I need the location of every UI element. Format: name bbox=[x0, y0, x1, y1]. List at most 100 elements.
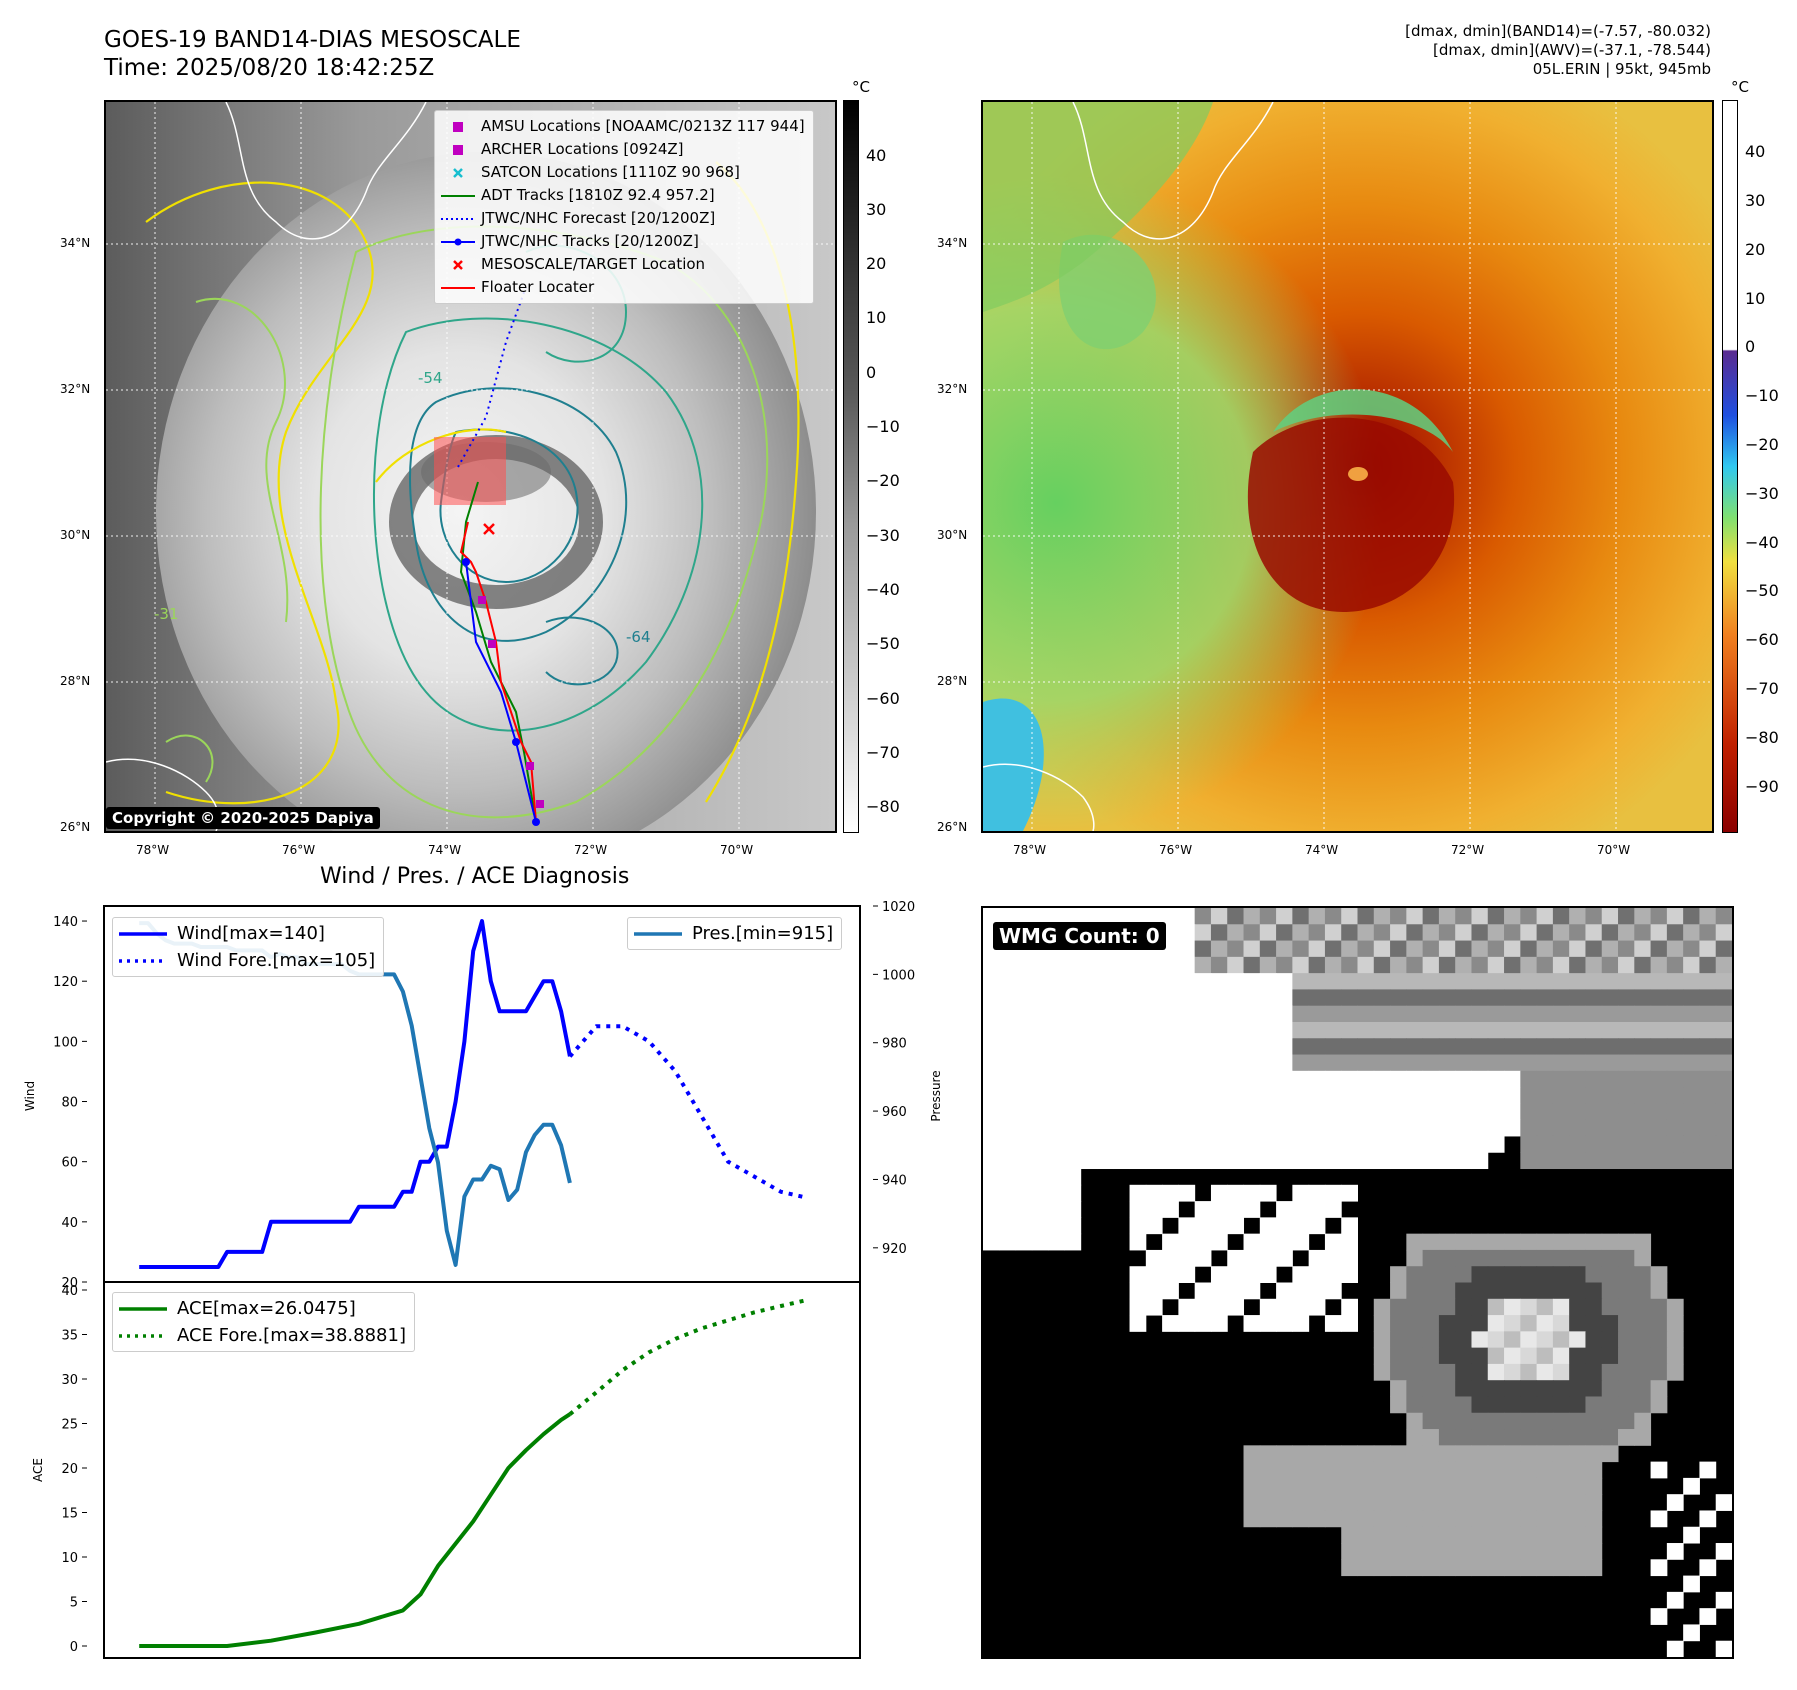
wind-tick-label: 20 bbox=[61, 1276, 78, 1291]
wmg-cell bbox=[1080, 1054, 1098, 1072]
wmg-cell bbox=[1406, 1543, 1424, 1560]
wmg-cell bbox=[1569, 1021, 1586, 1039]
wmg-cell bbox=[1129, 1298, 1147, 1316]
wmg-cell bbox=[1096, 1135, 1114, 1153]
wmg-cell bbox=[1536, 940, 1554, 958]
wmg-cell bbox=[1487, 1249, 1505, 1267]
wmg-cell bbox=[1650, 1559, 1668, 1577]
wmg-cell bbox=[1259, 1038, 1277, 1056]
wmg-cell bbox=[983, 1184, 1000, 1202]
wmg-cell bbox=[1618, 1152, 1635, 1170]
wmg-cell bbox=[1585, 1396, 1603, 1414]
wmg-cell bbox=[983, 1038, 1000, 1056]
wmg-cell bbox=[1129, 1184, 1147, 1202]
wmg-cell bbox=[1015, 1005, 1033, 1023]
wmg-cell bbox=[1487, 1233, 1505, 1251]
wmg-cell bbox=[1569, 1559, 1586, 1577]
wmg-cell bbox=[1504, 1005, 1521, 1023]
wmg-cell bbox=[1601, 1429, 1619, 1446]
wmg-cell bbox=[1422, 1477, 1440, 1495]
wmg-cell bbox=[1292, 1152, 1310, 1170]
wmg-cell bbox=[1487, 1396, 1505, 1414]
wmg-cell bbox=[1422, 1135, 1440, 1153]
wmg-cell bbox=[1715, 1591, 1732, 1609]
wmg-cell bbox=[1210, 1315, 1228, 1332]
ace-axis: 40 35 30 25 20 15 10 5 0 bbox=[61, 1284, 87, 1655]
wmg-cell bbox=[1357, 1543, 1375, 1560]
wmg-cell bbox=[1276, 924, 1293, 942]
wmg-cell bbox=[1341, 908, 1358, 925]
wmg-cell bbox=[1634, 1282, 1652, 1300]
wmg-cell bbox=[1585, 1510, 1603, 1528]
wmg-cell bbox=[1048, 1054, 1065, 1072]
wmg-cell bbox=[1373, 973, 1391, 990]
wmg-cell bbox=[1308, 1477, 1326, 1495]
wmg-cell bbox=[1390, 1363, 1407, 1381]
wmg-cell bbox=[1243, 1038, 1261, 1056]
wmg-cell bbox=[1471, 973, 1489, 990]
wmg-cell bbox=[1048, 1038, 1065, 1056]
wmg-cell bbox=[1292, 924, 1310, 942]
wmg-cell bbox=[1064, 1005, 1082, 1023]
wmg-cell bbox=[1683, 1054, 1700, 1072]
wmg-cell bbox=[1406, 1135, 1424, 1153]
wmg-cell bbox=[1455, 1526, 1472, 1544]
wmg-cell bbox=[1357, 1152, 1375, 1170]
wmg-cell bbox=[1569, 1347, 1586, 1365]
wmg-cell bbox=[1569, 1298, 1586, 1316]
wmg-cell bbox=[1324, 1054, 1342, 1072]
wmg-cell bbox=[1552, 956, 1570, 974]
wmg-cell bbox=[1471, 1331, 1489, 1349]
wmg-cell bbox=[1080, 989, 1098, 1007]
wmg-cell bbox=[1341, 940, 1358, 958]
wmg-cell bbox=[1227, 1021, 1245, 1039]
wmg-cell bbox=[1666, 1070, 1684, 1088]
wmg-cell bbox=[1145, 956, 1163, 974]
wmg-cell bbox=[1390, 1282, 1407, 1300]
wmg-cell bbox=[1650, 908, 1668, 925]
legend-ace: ACE[max=26.0475] bbox=[119, 1298, 356, 1319]
wmg-cell bbox=[1438, 1070, 1456, 1088]
wmg-cell bbox=[1031, 1201, 1049, 1218]
wmg-cell bbox=[1683, 1070, 1700, 1088]
wmg-cell bbox=[1341, 1543, 1358, 1560]
wmg-panel: WMG Count: 0 bbox=[981, 906, 1734, 1659]
wmg-cell bbox=[1455, 1021, 1472, 1039]
wmg-cell bbox=[1487, 1331, 1505, 1349]
wmg-cell bbox=[1227, 1184, 1245, 1202]
wmg-cell bbox=[1618, 940, 1635, 958]
wmg-cell bbox=[1422, 940, 1440, 958]
wmg-cell bbox=[1601, 1298, 1619, 1316]
wmg-cell bbox=[1536, 1249, 1554, 1267]
wmg-cell bbox=[1504, 956, 1521, 974]
wmg-cell bbox=[1634, 908, 1652, 925]
wmg-cell bbox=[1569, 1119, 1586, 1137]
wmg-cell bbox=[1048, 989, 1065, 1007]
wmg-cell bbox=[1666, 1363, 1684, 1381]
wmg-cell bbox=[1471, 1054, 1489, 1072]
wmg-cell bbox=[1601, 908, 1619, 925]
wmg-cell bbox=[1650, 1119, 1668, 1137]
wmg-cell bbox=[1113, 989, 1131, 1007]
wmg-cell bbox=[1536, 1396, 1554, 1414]
wmg-cell bbox=[1178, 973, 1196, 990]
wmg-cell bbox=[1569, 1135, 1586, 1153]
wmg-cell bbox=[1194, 1249, 1212, 1267]
wind-tick-label: 80 bbox=[61, 1096, 78, 1111]
wmg-cell bbox=[1715, 1494, 1732, 1511]
ace-tick-label: 20 bbox=[61, 1462, 78, 1477]
wmg-cell bbox=[1308, 1510, 1326, 1528]
wmg-cell bbox=[1471, 1363, 1489, 1381]
wmg-cell bbox=[1601, 1070, 1619, 1088]
wmg-cell bbox=[1390, 1331, 1407, 1349]
wmg-cell bbox=[1422, 1266, 1440, 1283]
wmg-cell bbox=[1096, 908, 1114, 925]
wmg-cell bbox=[1455, 1396, 1472, 1414]
wmg-cell bbox=[1552, 1087, 1570, 1104]
wmg-cell bbox=[1243, 1021, 1261, 1039]
wmg-cell bbox=[1650, 973, 1668, 990]
wmg-cell bbox=[1601, 1021, 1619, 1039]
wmg-cell bbox=[1259, 1152, 1277, 1170]
wmg-cell bbox=[1390, 989, 1407, 1007]
wmg-cell bbox=[1455, 1461, 1472, 1479]
